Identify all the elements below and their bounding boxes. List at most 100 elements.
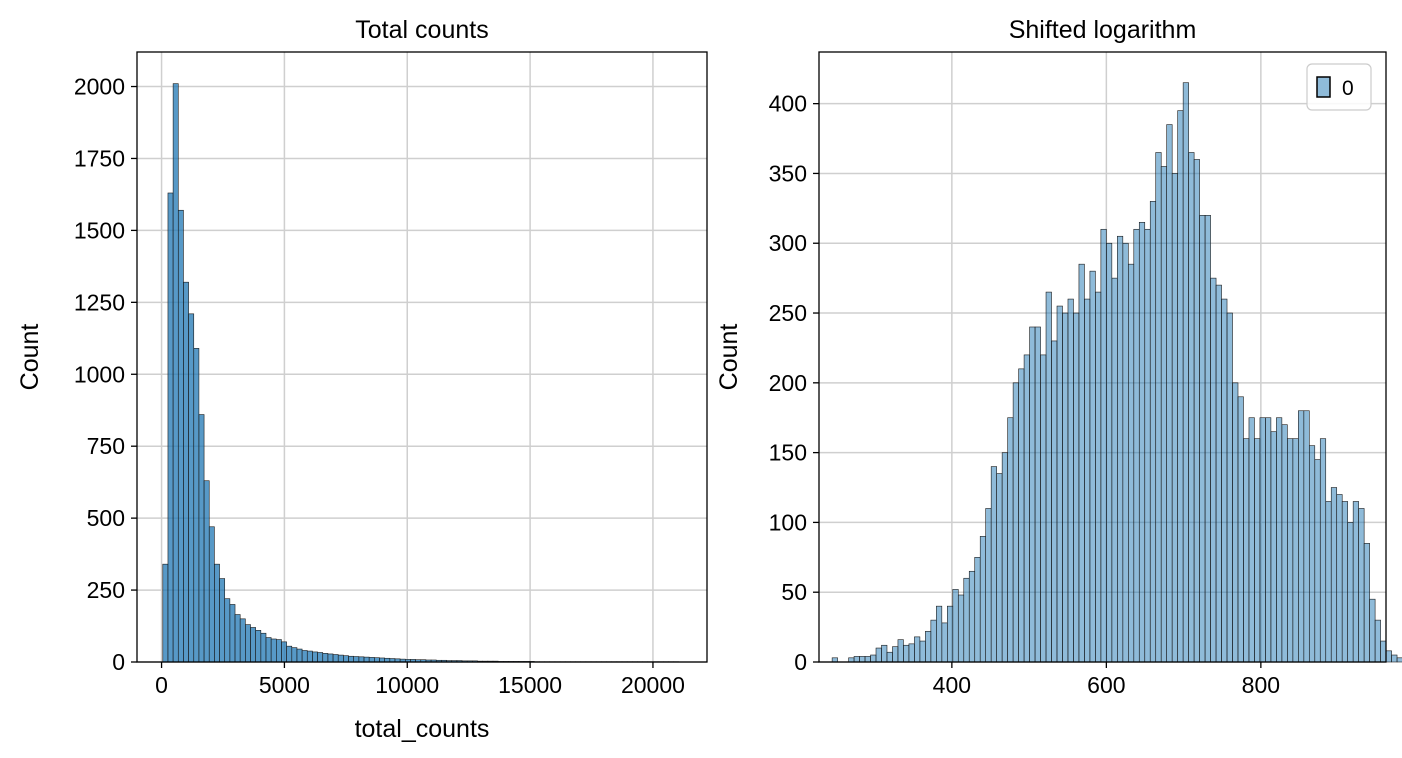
histogram-bar (1138, 221, 1146, 663)
histogram-bar (974, 557, 981, 663)
x-tick-label: 400 (933, 672, 971, 698)
histogram-bar (1314, 459, 1321, 663)
x-tick-label: 15000 (498, 672, 562, 698)
x-tick-label: 5000 (259, 672, 310, 698)
x-tick-label: 0 (155, 672, 168, 698)
histogram-bar (255, 630, 262, 663)
histogram-bar (1122, 242, 1129, 663)
histogram-bar (1319, 438, 1327, 663)
histogram-bar (1067, 298, 1074, 663)
histogram-bar (1352, 501, 1359, 663)
histogram-bar (198, 414, 205, 663)
histogram-bar (1133, 228, 1140, 663)
histogram-bar (864, 656, 871, 663)
histogram-bar (1111, 277, 1118, 663)
histogram-bar (1347, 522, 1354, 663)
histogram-bar (947, 605, 954, 663)
histogram-bar (990, 466, 997, 663)
histogram-bar (1325, 501, 1332, 663)
histogram-bar (853, 656, 860, 663)
histogram-bar (919, 640, 926, 663)
axes-frame (818, 51, 1387, 663)
histogram-bar (1078, 263, 1085, 663)
histogram-bar (1248, 417, 1255, 663)
histogram-bar (1363, 543, 1370, 663)
histogram-bar (1007, 417, 1014, 663)
histogram-bar (219, 578, 226, 663)
chart-panel-2: 400 600 800 0 50 100 150 200 250 300 350 400 Shifted… (715, 16, 1402, 698)
histogram-bar (1029, 326, 1036, 663)
histogram-bar (239, 618, 246, 663)
x-tick-label: 20000 (621, 672, 685, 698)
histogram-bar (183, 281, 189, 663)
histogram-bar (327, 653, 334, 663)
y-axis-label: Count (715, 324, 743, 391)
histogram-bar (881, 644, 888, 663)
histogram-bar (193, 348, 200, 663)
histogram-bar (914, 636, 921, 663)
histogram-bar (337, 654, 344, 663)
histogram-bar (1073, 312, 1080, 663)
histogram-bar (1018, 368, 1025, 663)
histogram-bar (1369, 598, 1376, 663)
histogram-bar (1254, 438, 1261, 663)
histogram-bar (979, 536, 987, 663)
histogram-bar (1199, 215, 1206, 663)
y-tick-label: 0 (112, 649, 125, 675)
histogram-bar (870, 654, 877, 663)
histogram-bar (1084, 298, 1091, 663)
histogram-bar (1149, 201, 1157, 663)
histogram-bar (1089, 270, 1096, 663)
histogram-bar (968, 570, 976, 663)
histogram-bar (1117, 235, 1124, 663)
histogram-bar (930, 619, 937, 663)
y-tick-label: 750 (87, 433, 125, 459)
histogram-bar (1287, 438, 1294, 663)
histogram-bar (1034, 326, 1041, 663)
histogram-bar (1193, 159, 1200, 663)
histogram-bar (1221, 298, 1228, 663)
histogram-bar (1226, 312, 1233, 663)
histogram-bar (363, 656, 370, 663)
histogram-bar (224, 598, 231, 663)
histogram-bar (1232, 382, 1239, 663)
histogram-bar (1391, 654, 1398, 663)
legend: 0 (1306, 63, 1372, 111)
histogram-bar (270, 638, 277, 663)
histogram-bar (281, 641, 287, 663)
histogram-bar (203, 480, 210, 663)
histogram-bar (1100, 228, 1107, 663)
histogram-bar (903, 644, 910, 663)
histogram-bar (1001, 452, 1008, 663)
histogram-bar (1308, 445, 1316, 663)
histogram-bar (1051, 340, 1058, 663)
y-tick-label: 500 (87, 505, 125, 531)
y-tick-label: 0 (794, 649, 807, 675)
x-tick-label: 800 (1242, 672, 1280, 698)
chart-title: Total counts (355, 16, 488, 44)
histogram-bar (177, 209, 184, 663)
histogram-bar (1177, 110, 1184, 663)
histogram-bar (265, 637, 272, 663)
histogram-bar (1330, 487, 1338, 663)
histogram-bar (1045, 291, 1052, 663)
y-axis-label: Count (16, 324, 44, 391)
histogram-bar (301, 650, 308, 663)
y-tick-label: 2000 (74, 74, 125, 100)
histogram-bar (250, 627, 256, 663)
histogram-bar (1182, 82, 1189, 663)
histogram-bar (1396, 657, 1402, 663)
histogram-bar (1243, 438, 1250, 663)
histogram-bar (1012, 382, 1019, 663)
histogram-bar (1171, 173, 1178, 663)
histogram-bar (348, 655, 354, 663)
histogram-bar (188, 313, 195, 663)
legend-box (1306, 63, 1372, 111)
histogram-bar (1259, 417, 1266, 663)
histogram-bar (1336, 494, 1343, 663)
histogram-bar (245, 624, 251, 663)
histogram-bar (291, 647, 298, 663)
legend-swatch (1316, 76, 1331, 98)
histogram-bar (162, 563, 169, 663)
histogram-bar (229, 604, 236, 663)
